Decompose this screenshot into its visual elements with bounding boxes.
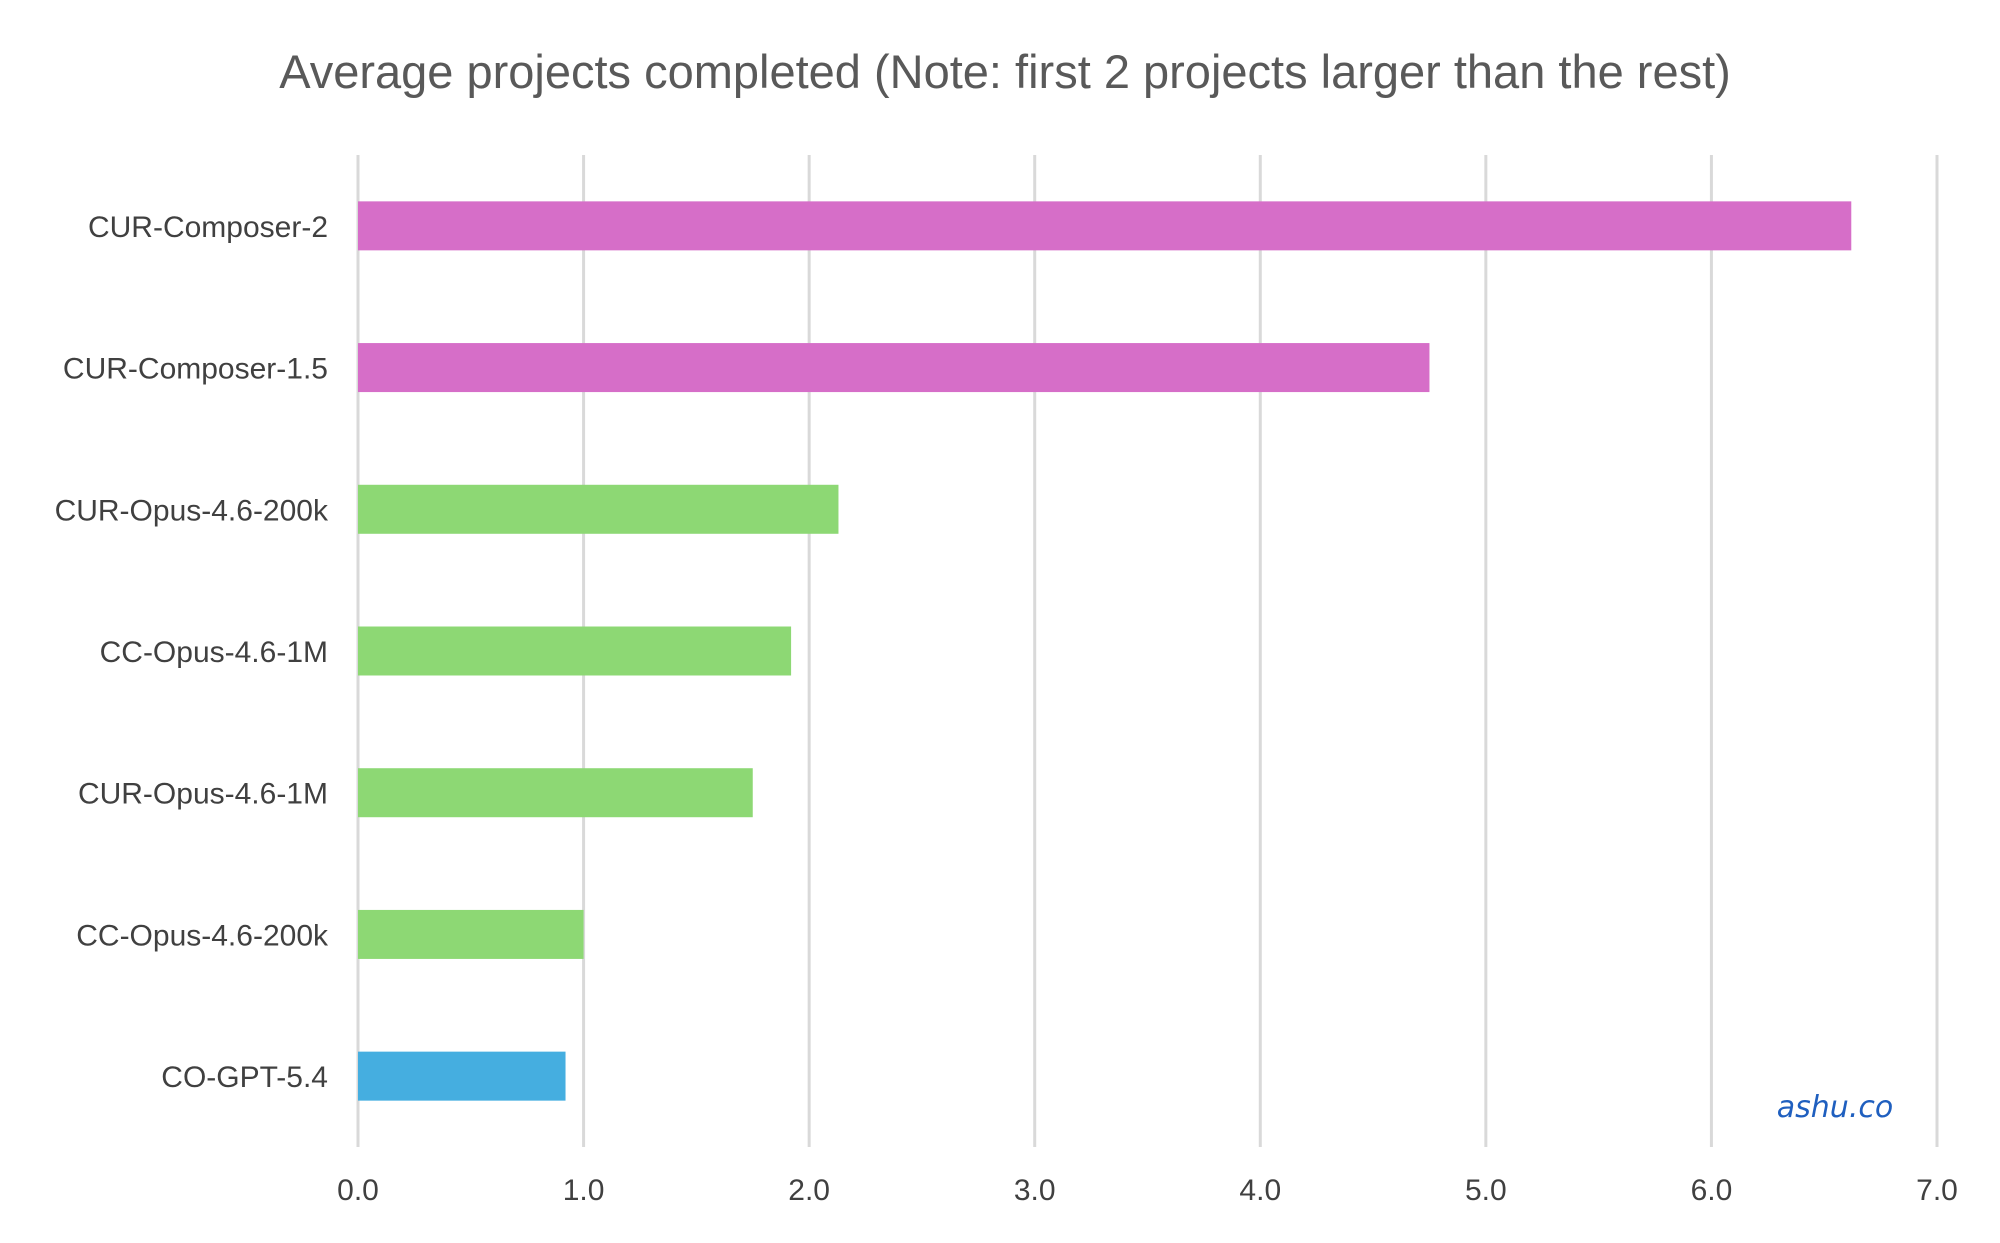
x-tick-label: 6.0 (1691, 1174, 1733, 1207)
category-label: CUR-Composer-2 (88, 211, 328, 244)
category-label: CO-GPT-5.4 (161, 1061, 328, 1094)
bar-CUR-Composer-1.5 (358, 343, 1430, 393)
category-label: CC-Opus-4.6-1M (100, 636, 328, 669)
x-tick-label: 2.0 (788, 1174, 830, 1207)
bar-CUR-Opus-4.6-200k (358, 484, 839, 534)
x-tick-label: 4.0 (1239, 1174, 1281, 1207)
bar-CC-Opus-4.6-1M (358, 626, 792, 676)
category-labels: CUR-Composer-2 CUR-Composer-1.5 CUR-Opus-4… (55, 211, 329, 1094)
bar-CC-Opus-4.6-200k (358, 909, 584, 959)
bars (358, 201, 1852, 1101)
x-tick-label: 3.0 (1014, 1174, 1056, 1207)
x-tick-label: 0.0 (337, 1174, 379, 1207)
watermark-text: ashu.co (1777, 1090, 1893, 1125)
x-tick-label: 1.0 (563, 1174, 605, 1207)
gridlines (356, 155, 1939, 1147)
bar-CUR-Composer-2 (358, 201, 1852, 251)
chart-title: Average projects completed (Note: first … (279, 45, 1731, 98)
category-label: CUR-Composer-1.5 (63, 353, 328, 386)
x-tick-label: 7.0 (1916, 1174, 1958, 1207)
category-label: CUR-Opus-4.6-200k (55, 494, 329, 527)
x-tick-label: 5.0 (1465, 1174, 1507, 1207)
x-tick-labels: 0.0 1.0 2.0 3.0 4.0 5.0 6.0 7.0 (337, 1174, 1958, 1207)
category-label: CUR-Opus-4.6-1M (78, 778, 328, 811)
bar-CO-GPT-5.4 (358, 1051, 566, 1101)
category-label: CC-Opus-4.6-200k (76, 919, 329, 952)
bar-CUR-Opus-4.6-1M (358, 768, 753, 818)
